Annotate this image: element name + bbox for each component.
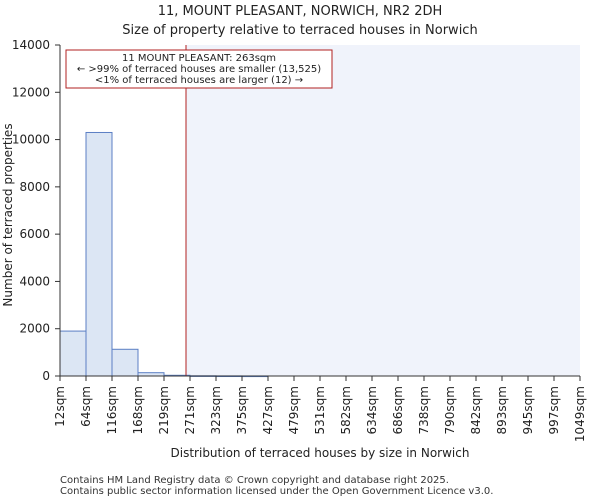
y-axis-label: Number of terraced properties: [1, 123, 15, 306]
y-tick-label-14000: 14000: [12, 38, 50, 52]
bar-116sqm: [111, 348, 139, 377]
chart-title: 11, MOUNT PLEASANT, NORWICH, NR2 2DH: [158, 4, 443, 19]
x-tick-label-945sqm: 945sqm: [521, 386, 535, 434]
annotation-line-1: 11 MOUNT PLEASANT: 263sqm: [122, 53, 276, 64]
x-tick-label-427sqm: 427sqm: [261, 386, 275, 434]
y-tick-label-2000: 2000: [19, 322, 50, 336]
footer-line-2: Contains public sector information licen…: [60, 486, 494, 497]
bar-64sqm: [85, 131, 113, 377]
x-tick-label-582sqm: 582sqm: [339, 386, 353, 434]
x-tick-label-219sqm: 219sqm: [157, 386, 171, 434]
y-tick-label-4000: 4000: [19, 274, 50, 288]
x-tick-label-323sqm: 323sqm: [209, 386, 223, 434]
x-tick-label-842sqm: 842sqm: [469, 386, 483, 434]
x-tick-label-997sqm: 997sqm: [547, 386, 561, 434]
y-tick-label-8000: 8000: [19, 180, 50, 194]
chart-subtitle: Size of property relative to terraced ho…: [122, 23, 477, 38]
x-tick-label-375sqm: 375sqm: [235, 386, 249, 434]
y-tick-label-0: 0: [42, 369, 50, 383]
bar-12sqm: [59, 330, 87, 377]
bars-group: [59, 131, 269, 378]
x-tick-label-479sqm: 479sqm: [287, 386, 301, 434]
footer-line-1: Contains HM Land Registry data © Crown c…: [60, 475, 449, 486]
x-tick-label-634sqm: 634sqm: [365, 386, 379, 434]
x-tick-label-893sqm: 893sqm: [495, 386, 509, 434]
x-ticks-group: 12sqm 64sqm 116sqm 168sqm 219sqm 271sqm 323sqm…: [53, 376, 587, 442]
x-tick-label-271sqm: 271sqm: [183, 386, 197, 434]
x-tick-label-790sqm: 790sqm: [443, 386, 457, 434]
x-tick-label-1049sqm: 1049sqm: [573, 386, 587, 442]
x-tick-label-738sqm: 738sqm: [417, 386, 431, 434]
annotation-frame: [65, 49, 333, 89]
annotation-line-2: ← >99% of terraced houses are smaller (1…: [77, 64, 321, 75]
x-tick-label-531sqm: 531sqm: [313, 386, 327, 434]
y-tick-label-6000: 6000: [19, 227, 50, 241]
y-tick-label-12000: 12000: [12, 85, 50, 99]
annotation-line-3: <1% of terraced houses are larger (12) →: [95, 75, 303, 86]
x-tick-label-116sqm: 116sqm: [105, 386, 119, 434]
x-tick-label-12sqm: 12sqm: [53, 386, 67, 427]
y-ticks-group: 0 2000 4000 6000 8000 10000 12000 14000: [12, 38, 60, 383]
x-tick-label-64sqm: 64sqm: [79, 386, 93, 427]
x-tick-label-168sqm: 168sqm: [131, 386, 145, 434]
y-tick-label-10000: 10000: [12, 133, 50, 147]
annotation-box: 11 MOUNT PLEASANT: 263sqm ← >99% of terr…: [65, 49, 333, 89]
x-axis-label: Distribution of terraced houses by size …: [171, 446, 470, 460]
x-tick-label-686sqm: 686sqm: [391, 386, 405, 434]
larger-houses-shade: [186, 45, 580, 376]
